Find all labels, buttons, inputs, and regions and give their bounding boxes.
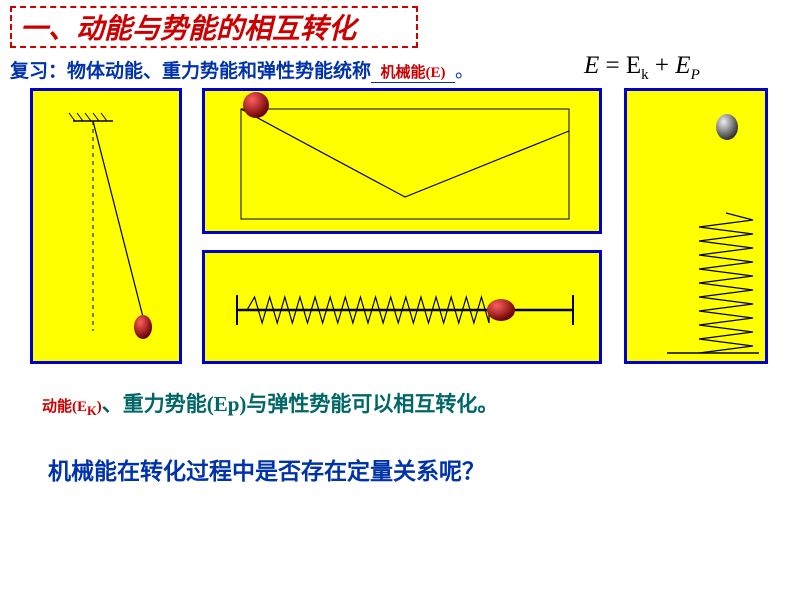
review-fill: 机械能(E) <box>381 65 446 81</box>
formula-sub2: P <box>691 67 700 83</box>
panel-spring-vertical <box>624 88 768 364</box>
sep: 、 <box>102 388 123 418</box>
rest-text: 重力势能(Ep)与弹性势能可以相互转化。 <box>123 388 499 418</box>
section-title-box: 一、动能与势能的相互转化 <box>10 6 418 48</box>
valley-diagram <box>205 91 605 237</box>
panel-pendulum <box>30 88 182 364</box>
question-line: 机械能在转化过程中是否存在定量关系呢？ <box>48 452 485 486</box>
kinetic-label: 动能(EK) <box>42 395 102 419</box>
spring-h-diagram <box>205 253 605 367</box>
formula-lhs: E <box>584 52 599 79</box>
formula-term2: E <box>675 52 690 79</box>
review-prefix: 复习：物体动能、重力势能和弹性势能统称 <box>10 56 371 83</box>
conversion-line: 动能(EK) 、 重力势能(Ep)与弹性势能可以相互转化。 <box>42 388 498 419</box>
formula-sub1: k <box>641 67 649 83</box>
formula: E = Ek + EP <box>584 52 700 84</box>
review-line: 复习：物体动能、重力势能和弹性势能统称 机械能(E) 。 <box>10 56 474 83</box>
pendulum-diagram <box>33 91 185 367</box>
review-period: 。 <box>455 56 474 83</box>
panel-valley <box>202 88 602 234</box>
formula-term1: E <box>626 52 641 79</box>
section-title: 一、动能与势能的相互转化 <box>20 7 356 47</box>
panel-spring-horizontal <box>202 250 602 364</box>
formula-eq: = <box>599 52 626 79</box>
spring-v-diagram <box>627 91 771 367</box>
review-blank: 机械能(E) <box>371 61 455 83</box>
formula-plus: + <box>649 52 676 79</box>
